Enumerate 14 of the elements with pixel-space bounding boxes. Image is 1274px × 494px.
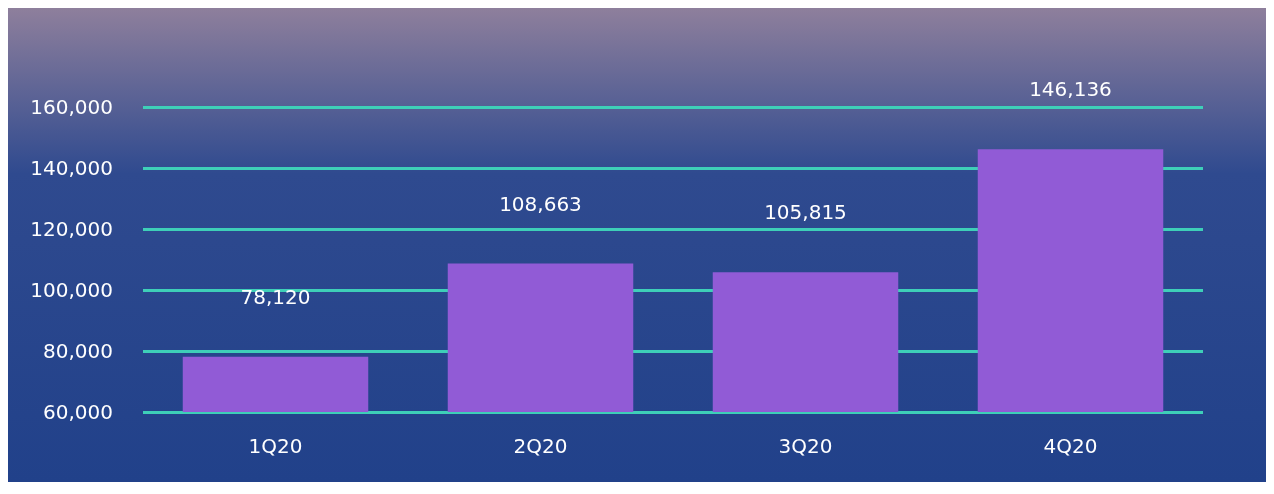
x-tick-label: 1Q20: [248, 434, 303, 458]
x-tick-label: 3Q20: [778, 434, 833, 458]
x-tick-label: 4Q20: [1043, 434, 1098, 458]
x-tick-label: 2Q20: [513, 434, 568, 458]
y-tick-label: 120,000: [30, 217, 113, 241]
y-tick-label: 60,000: [43, 400, 113, 424]
data-label: 78,120: [240, 284, 311, 309]
y-tick-label: 140,000: [30, 156, 113, 180]
data-label: 146,136: [1029, 77, 1112, 102]
y-tick-label: 100,000: [30, 278, 113, 302]
data-label: 108,663: [499, 191, 582, 216]
y-tick-label: 160,000: [30, 95, 113, 119]
y-tick-label: 80,000: [43, 339, 113, 363]
data-label: 105,815: [764, 200, 847, 225]
